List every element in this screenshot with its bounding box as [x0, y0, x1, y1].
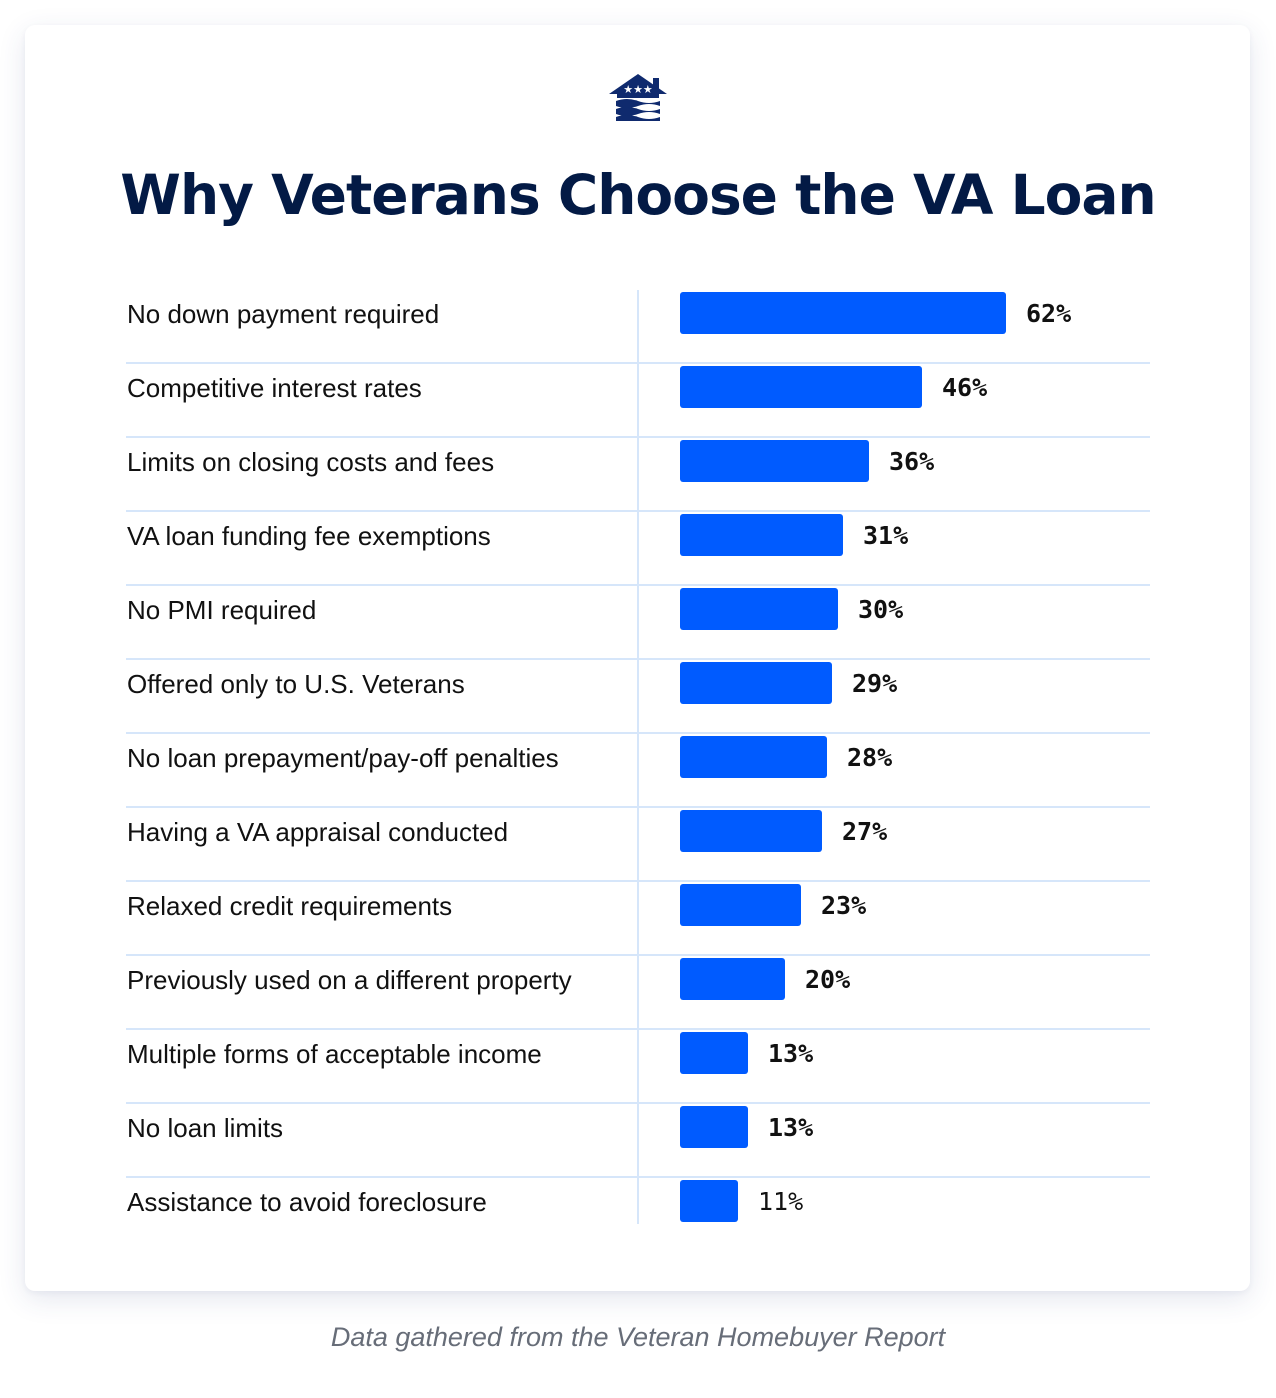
category-label: Offered only to U.S. Veterans [127, 669, 465, 699]
value-label: 13% [768, 1039, 814, 1068]
chart-row: No down payment required 62% [126, 290, 1150, 364]
bar [680, 366, 922, 408]
row-divider [126, 658, 1150, 660]
chart-row: Multiple forms of acceptable income 13% [126, 1030, 1150, 1104]
value-label: 13% [768, 1113, 814, 1142]
bar [680, 810, 822, 852]
source-caption: Data gathered from the Veteran Homebuyer… [330, 1322, 946, 1352]
category-label: No loan limits [127, 1113, 284, 1143]
row-divider [126, 362, 1150, 364]
value-label: 27% [842, 817, 888, 846]
svg-text:★★★: ★★★ [623, 83, 653, 96]
chart-row: Limits on closing costs and fees 36% [126, 438, 1150, 512]
chart-row: Previously used on a different property 2… [126, 956, 1150, 1030]
chart-row: Assistance to avoid foreclosure 11% [126, 1178, 1150, 1252]
bar [680, 588, 838, 630]
bar [680, 1032, 748, 1074]
chart-row: No loan limits 13% [126, 1104, 1150, 1178]
chart-row: Having a VA appraisal conducted 27% [126, 808, 1150, 882]
bar [680, 514, 843, 556]
category-label: Competitive interest rates [127, 373, 422, 403]
row-divider [126, 732, 1150, 734]
row-divider [126, 1028, 1150, 1030]
bar [680, 1180, 738, 1222]
row-divider [126, 806, 1150, 808]
category-label: Limits on closing costs and fees [127, 447, 495, 477]
category-label: Previously used on a different property [127, 965, 572, 995]
bar [680, 884, 801, 926]
house-with-stars-icon: ★★★ [609, 74, 667, 121]
chart-title: Why Veterans Choose the VA Loan [120, 163, 1156, 227]
bar [680, 736, 827, 778]
category-label: Having a VA appraisal conducted [127, 817, 509, 847]
value-label: 28% [847, 743, 893, 772]
row-divider [126, 436, 1150, 438]
value-label: 46% [942, 373, 988, 402]
axis-divider [637, 290, 639, 1224]
category-label: Multiple forms of acceptable income [127, 1039, 542, 1069]
bar [680, 958, 785, 1000]
category-label: No loan prepayment/pay-off penalties [127, 743, 559, 773]
bar [680, 440, 869, 482]
value-label: 62% [1026, 299, 1072, 328]
chart-row: Competitive interest rates 46% [126, 364, 1150, 438]
category-label: No PMI required [127, 595, 317, 625]
category-label: Assistance to avoid foreclosure [127, 1187, 487, 1217]
row-divider [126, 1176, 1150, 1178]
bar [680, 662, 832, 704]
row-divider [126, 954, 1150, 956]
row-divider [126, 510, 1150, 512]
chart-row: VA loan funding fee exemptions 31% [126, 512, 1150, 586]
bar [680, 292, 1006, 334]
chart-row: Offered only to U.S. Veterans 29% [126, 660, 1150, 734]
value-label: 20% [805, 965, 851, 994]
value-label: 30% [858, 595, 904, 624]
row-divider [126, 880, 1150, 882]
value-label: 29% [852, 669, 898, 698]
category-label: VA loan funding fee exemptions [127, 521, 491, 551]
chart-row: No loan prepayment/pay-off penalties 28% [126, 734, 1150, 808]
chart-row: Relaxed credit requirements 23% [126, 882, 1150, 956]
row-divider [126, 584, 1150, 586]
value-label: 23% [821, 891, 867, 920]
row-divider [126, 1102, 1150, 1104]
value-label: 11% [758, 1187, 804, 1216]
value-label: 36% [889, 447, 935, 476]
category-label: No down payment required [127, 299, 440, 329]
value-label: 31% [863, 521, 909, 550]
category-label: Relaxed credit requirements [127, 891, 453, 921]
chart-row: No PMI required 30% [126, 586, 1150, 660]
bar [680, 1106, 748, 1148]
